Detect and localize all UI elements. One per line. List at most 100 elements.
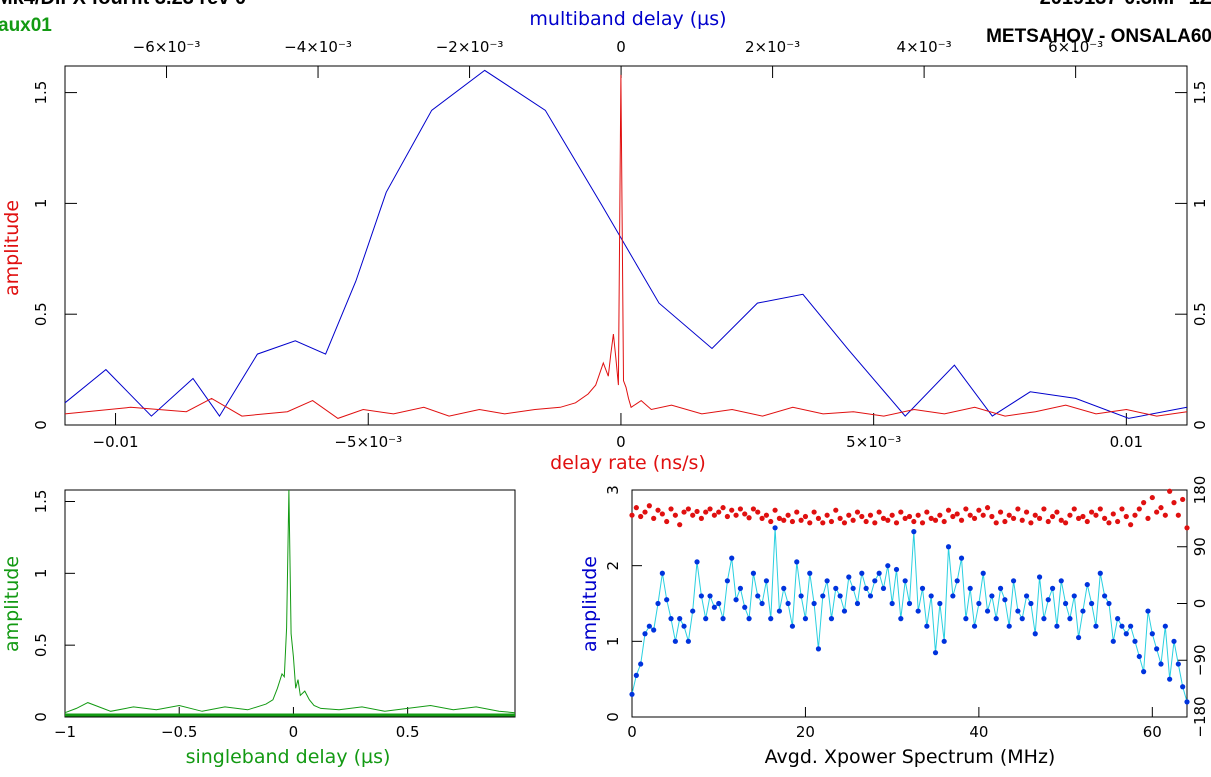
- xpower-amplitude-point: [768, 616, 774, 622]
- header-baseline: METSAHOV - ONSALA60: [986, 26, 1211, 47]
- xpower-phase-point: [694, 508, 700, 515]
- xpower-phase-point: [1071, 506, 1077, 512]
- xpower-phase-point: [915, 512, 921, 518]
- xpower-phase-point: [867, 512, 874, 518]
- xpower-amplitude-point: [863, 585, 869, 591]
- xpower-phase-point: [859, 513, 865, 520]
- xpower-xlabel: Avgd. Xpower Spectrum (MHz): [765, 746, 1056, 768]
- xpower-phase-point: [841, 520, 848, 526]
- xpower-amplitude-point: [798, 593, 804, 599]
- xpower-amplitude-point: [993, 616, 999, 622]
- singleband-x-tick-label: −0.5: [161, 723, 197, 741]
- main-right-tick-label: 0: [1191, 420, 1209, 430]
- xpower-amplitude-point: [950, 593, 956, 599]
- xpower-phase-point: [828, 518, 835, 525]
- xpower-amplitude-point: [1123, 631, 1129, 637]
- xpower-ylabel: amplitude: [579, 556, 601, 652]
- xpower-amplitude-point: [828, 616, 835, 622]
- main-top-tick-label: −4×10⁻³: [284, 38, 352, 56]
- xpower-phase-point: [820, 520, 826, 526]
- xpower-amplitude-point: [807, 570, 813, 576]
- xpower-amplitude-point: [963, 616, 969, 622]
- main-bottom-tick-label: 0: [616, 433, 626, 451]
- xpower-phase-point: [1106, 520, 1112, 526]
- singleband-x-tick-label: 0: [289, 723, 299, 741]
- xpower-phase-point: [1167, 488, 1173, 494]
- xpower-amplitude-point: [1076, 634, 1082, 641]
- xpower-phase-point: [802, 513, 809, 520]
- xpower-phase-point: [1067, 512, 1073, 518]
- xpower-amplitude-point: [703, 616, 709, 622]
- xpower-amplitude-point: [655, 600, 661, 607]
- header-title-left: Mk4/DiFX fourfit 3.23 rev 0: [0, 0, 246, 9]
- main-top-tick-label: −2×10⁻³: [436, 38, 504, 56]
- xpower-amplitude-point: [1084, 581, 1090, 588]
- xpower-phase-point: [911, 518, 917, 525]
- xpower-amplitude-point: [1002, 597, 1008, 603]
- singleband-y-tick-label: 1: [32, 569, 50, 579]
- xpower-phase-point: [698, 515, 704, 521]
- xpower-amplitude-point: [772, 525, 778, 531]
- xpower-amplitude-point: [989, 593, 995, 599]
- xpower-phase-point: [1062, 520, 1069, 526]
- xpower-phase-point: [919, 520, 926, 526]
- xpower-amplitude-point: [889, 600, 895, 607]
- xpower-phase-point: [1006, 512, 1012, 518]
- main-ylabel: amplitude: [1, 200, 23, 296]
- xpower-amplitude-point: [1054, 623, 1060, 629]
- xpower-amplitude-point: [911, 529, 917, 535]
- xpower-y-tick-label: 3: [604, 485, 622, 495]
- xpower-phase-point: [950, 513, 956, 520]
- xpower-amplitude-point: [1158, 661, 1164, 667]
- xpower-amplitude-point: [945, 544, 952, 550]
- xpower-phase-point: [1141, 500, 1147, 506]
- xpower-phase-point: [737, 506, 743, 512]
- xpower-phase-point: [789, 518, 796, 525]
- xpower-phase-point: [1119, 506, 1125, 512]
- xpower-phase-point: [638, 513, 644, 520]
- xpower-amplitude-point: [638, 661, 644, 667]
- xpower-amplitude-point: [755, 593, 761, 599]
- xpower-phase-point: [850, 517, 856, 523]
- xpower-phase-point: [1045, 518, 1051, 525]
- main-right-tick-label: 1.5: [1191, 81, 1209, 105]
- xpower-phase-point: [954, 511, 960, 517]
- xpower-phase-point: [1184, 525, 1190, 531]
- xpower-amplitude-point: [932, 650, 939, 656]
- xpower-amplitude-point: [750, 570, 757, 576]
- xpower-phase-point: [1089, 509, 1095, 515]
- xpower-x-tick-label: 0: [627, 723, 637, 741]
- header-title-right: 2019137-0.3MP-1Z: [1040, 0, 1211, 9]
- xpower-phase-point: [941, 518, 947, 525]
- xpower-y-tick-label: 2: [604, 561, 622, 571]
- xpower-amplitude-point: [677, 616, 683, 622]
- xpower-amplitude-point: [854, 600, 861, 607]
- main-bottom-tick-label: −5×10⁻³: [334, 433, 402, 451]
- xpower-amplitude-points: [629, 525, 1190, 705]
- xpower-phase-point: [1175, 512, 1181, 518]
- xpower-amplitude-point: [846, 574, 852, 580]
- xpower-amplitude-point: [642, 631, 648, 637]
- singleband-delay-curve: [64, 489, 516, 714]
- xpower-amplitude-point: [746, 616, 752, 622]
- main-bottom-tick-label: 0.01: [1110, 433, 1143, 451]
- xpower-amplitude-point: [1106, 600, 1112, 607]
- main-y-tick-label: 1: [32, 199, 50, 209]
- xpower-x-tick-label: 60: [1143, 723, 1162, 741]
- xpower-phase-point: [1054, 509, 1060, 515]
- main-top-tick-label: 2×10⁻³: [745, 38, 800, 56]
- xpower-phase-point: [932, 517, 939, 523]
- xpower-phase-point: [1058, 517, 1064, 523]
- xpower-y-tick-label: 0: [604, 712, 622, 722]
- xpower-right-tick-label: 0: [1191, 599, 1209, 609]
- xpower-amplitude-point: [1062, 600, 1069, 607]
- xpower-phase-point: [629, 512, 635, 518]
- xpower-phase-point: [863, 518, 869, 525]
- xpower-phase-point: [733, 512, 739, 518]
- xpower-amplitude-point: [629, 691, 635, 697]
- main-ticks: −0.01 −5×10⁻³ 0 5×10⁻³ 0.01 −6×10⁻³ −4×10⁻³ −2×…: [32, 38, 1209, 451]
- xpower-phase-point: [724, 513, 730, 520]
- xpower-phase-point: [1162, 512, 1168, 518]
- xpower-phase-point: [1132, 512, 1138, 518]
- xpower-phase-point: [690, 512, 696, 518]
